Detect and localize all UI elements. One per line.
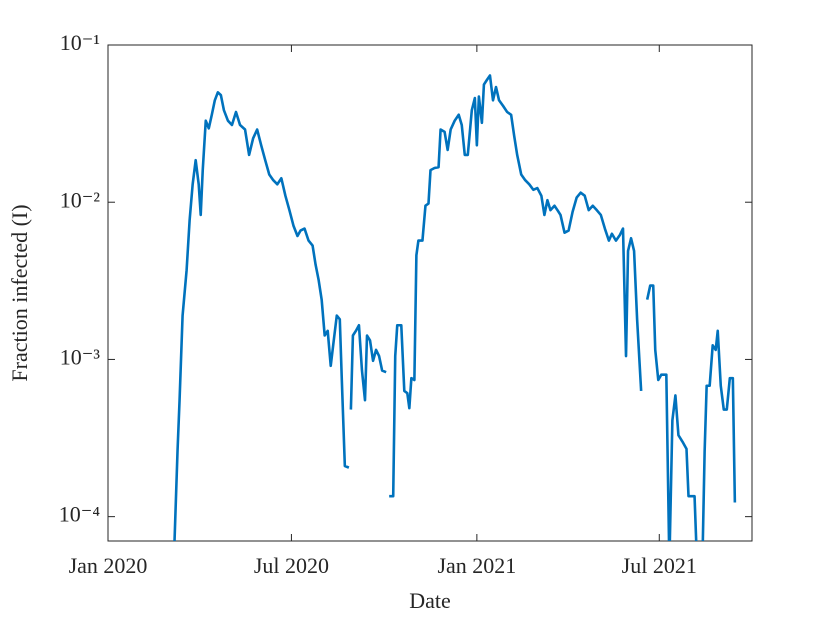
series-group — [173, 74, 737, 541]
y-tick-label: 10⁻⁴ — [59, 502, 101, 527]
y-tick-label: 10⁻³ — [60, 344, 101, 369]
x-axis-label: Date — [409, 588, 451, 613]
data-line — [173, 74, 737, 541]
plot-area — [107, 44, 753, 542]
y-axis-label: Fraction infected (I) — [7, 204, 32, 381]
x-tick-label: Jul 2021 — [622, 553, 697, 578]
x-tick-label: Jan 2021 — [437, 553, 516, 578]
y-tick-label: 10⁻² — [60, 187, 101, 212]
y-tick-label: 10⁻¹ — [60, 30, 100, 55]
x-tick-label: Jul 2020 — [254, 553, 329, 578]
x-tick-label: Jan 2020 — [69, 553, 148, 578]
